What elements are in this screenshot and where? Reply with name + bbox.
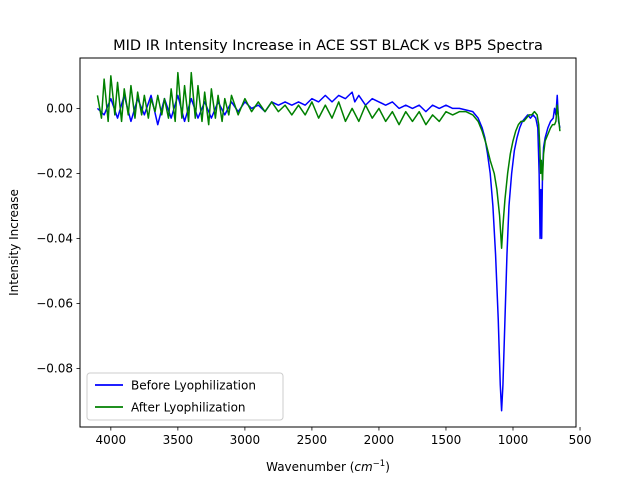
x-axis-title-unit: cm — [354, 460, 372, 474]
chart-title: MID IR Intensity Increase in ACE SST BLA… — [113, 38, 543, 54]
x-tick-label: 2000 — [364, 433, 395, 447]
x-axis-title-close: ) — [385, 460, 390, 474]
x-tick-label: 1500 — [431, 433, 462, 447]
y-tick-label: −0.06 — [36, 297, 73, 311]
x-tick-label: 3500 — [163, 433, 194, 447]
legend-box — [86, 372, 284, 421]
plot-frame — [79, 57, 577, 428]
y-axis-title: Intensity Increase — [7, 189, 21, 296]
x-tick-label: 4000 — [96, 433, 127, 447]
series-layer — [96, 71, 561, 412]
y-tick-label: −0.02 — [36, 167, 73, 181]
x-tick-label: 500 — [569, 433, 592, 447]
x-axis: 4000 3500 3000 2500 2000 1500 1000 500 — [96, 427, 592, 447]
series-line-after — [96, 71, 561, 249]
legend-label-before: Before Lyophilization — [131, 379, 256, 393]
y-tick-label: 0.00 — [46, 102, 73, 116]
x-axis-title: Wavenumber (cm−1) — [266, 459, 390, 474]
legend: Before Lyophilization After Lyophilizati… — [86, 372, 284, 421]
x-axis-title-main: Wavenumber ( — [266, 460, 354, 474]
x-tick-label: 3000 — [230, 433, 261, 447]
y-tick-label: −0.08 — [36, 362, 73, 376]
x-tick-label: 2500 — [297, 433, 328, 447]
x-tick-label: 1000 — [498, 433, 529, 447]
x-axis-title-exponent: −1 — [373, 459, 386, 469]
legend-label-after: After Lyophilization — [131, 401, 246, 415]
y-axis: 0.00 −0.02 −0.04 −0.06 −0.08 — [36, 102, 80, 376]
y-tick-label: −0.04 — [36, 232, 73, 246]
